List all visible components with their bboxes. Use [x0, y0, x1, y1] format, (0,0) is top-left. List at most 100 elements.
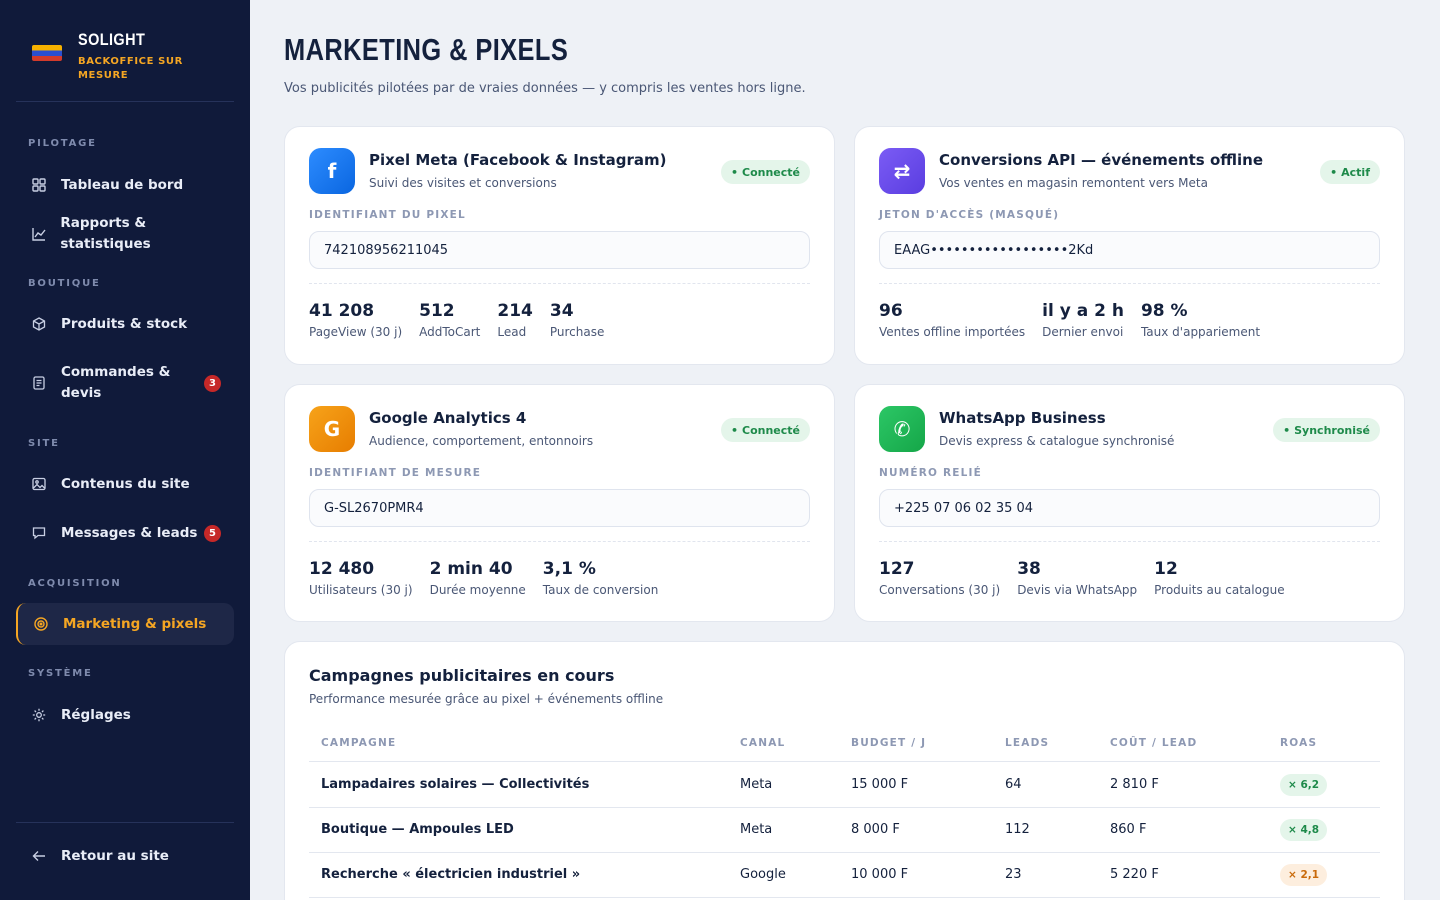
campaign-budget: 10 000 F — [851, 867, 909, 882]
stat-label: PageView (30 j) — [309, 325, 403, 339]
column-header[interactable]: ROAS — [1280, 737, 1318, 749]
status-badge: Connecté — [720, 418, 810, 442]
card-subtitle: Vos ventes en magasin remontent vers Met… — [939, 176, 1208, 190]
nav-section-boutique: BOUTIQUE — [28, 278, 101, 289]
measurement-id-field[interactable]: G-SL2670PMR4 — [309, 489, 810, 527]
stat-label: Durée moyenne — [429, 583, 526, 597]
card-subtitle: Devis express & catalogue synchronisé — [939, 434, 1175, 448]
sidebar-item-dashboard[interactable]: Tableau de bord — [16, 164, 234, 206]
column-header[interactable]: CAMPAGNE — [321, 737, 397, 749]
stat-label: AddToCart — [419, 325, 481, 339]
messages-count-badge: 5 — [204, 525, 221, 542]
stat-label: Utilisateurs (30 j) — [309, 583, 413, 597]
pixel-id-field[interactable]: 742108956211045 — [309, 231, 810, 269]
status-badge: Synchronisé — [1273, 418, 1380, 442]
divider — [309, 541, 810, 542]
sidebar-item-label: Contenus du site — [61, 475, 190, 492]
gear-icon — [31, 707, 47, 723]
column-header[interactable]: COÛT / LEAD — [1110, 737, 1198, 749]
box-icon — [31, 316, 47, 332]
stat: 512 AddToCart — [419, 299, 480, 339]
dashboard-icon — [31, 177, 47, 193]
brand-logo — [32, 45, 62, 61]
table-row[interactable]: Boutique — Ampoules LED Meta 8 000 F 112… — [309, 808, 1380, 853]
table-header: CAMPAGNE CANAL BUDGET / J LEADS COÛT / L… — [309, 726, 1380, 762]
page-title: MARKETING & PIXELS — [284, 32, 569, 67]
sidebar-divider — [16, 822, 234, 823]
document-icon — [31, 375, 47, 391]
sidebar-item-label: Rapports & statistiques — [60, 215, 151, 252]
orders-count-badge: 3 — [204, 375, 221, 392]
sidebar-item-orders[interactable]: Commandes & devis 3 — [16, 352, 234, 414]
campaigns-card: Campagnes publicitaires en cours Perform… — [284, 641, 1405, 900]
sidebar-item-content[interactable]: Contenus du site — [16, 463, 234, 505]
stat-value: 41 208 — [309, 301, 375, 321]
stat-label: Ventes offline importées — [879, 325, 1026, 339]
facebook-icon: f — [309, 148, 355, 194]
stat-value: 12 — [1154, 559, 1178, 579]
stat: 2 min 40 Durée moyenne — [430, 557, 526, 597]
nav-section-systeme: SYSTÈME — [28, 668, 93, 679]
sidebar-item-settings[interactable]: Réglages — [16, 694, 234, 736]
divider — [309, 283, 810, 284]
stat: 12 Produits au catalogue — [1154, 557, 1284, 597]
card-subtitle: Audience, comportement, entonnoirs — [369, 434, 594, 448]
card-title: Google Analytics 4 — [369, 409, 527, 427]
whatsapp-icon: ✆ — [879, 406, 925, 452]
stat-value: 98 % — [1140, 301, 1188, 321]
google-analytics-card: G Google Analytics 4 Audience, comportem… — [284, 384, 835, 622]
stat-value: 12 480 — [309, 559, 375, 579]
campaign-cost-per-lead: 5 220 F — [1110, 867, 1159, 882]
back-to-site-link[interactable]: Retour au site — [16, 835, 234, 877]
roas-badge: × 2,1 — [1280, 864, 1328, 886]
table-row[interactable]: Lampadaires solaires — Collectivités Met… — [309, 763, 1380, 808]
stat-value: 3,1 % — [542, 559, 596, 579]
campaign-leads: 64 — [1005, 777, 1022, 792]
field-label: JETON D'ACCÈS (MASQUÉ) — [879, 209, 1060, 221]
phone-number-field[interactable]: +225 07 06 02 35 04 — [879, 489, 1380, 527]
sidebar-item-products[interactable]: Produits & stock — [16, 303, 234, 345]
swap-arrows-icon: ⇄ — [879, 148, 925, 194]
field-label: IDENTIFIANT DE MESURE — [309, 467, 482, 479]
back-to-site-label: Retour au site — [61, 847, 169, 864]
sidebar-item-marketing[interactable]: Marketing & pixels — [16, 603, 234, 645]
stat: 12 480 Utilisateurs (30 j) — [309, 557, 413, 597]
divider — [879, 541, 1380, 542]
campaign-name: Recherche « électricien industriel » — [321, 867, 581, 882]
stat: 34 Purchase — [550, 299, 605, 339]
campaign-name: Boutique — Ampoules LED — [321, 822, 514, 837]
field-label: NUMÉRO RELIÉ — [879, 467, 983, 479]
brand[interactable]: SOLIGHT BACKOFFICE SUR MESURE — [16, 22, 234, 102]
stat: 3,1 % Taux de conversion — [543, 557, 659, 597]
stat-value: 96 — [879, 301, 903, 321]
access-token-field[interactable]: EAAG••••••••••••••••••2Kd — [879, 231, 1380, 269]
column-header[interactable]: CANAL — [740, 737, 786, 749]
column-header[interactable]: LEADS — [1005, 737, 1050, 749]
campaign-leads: 23 — [1005, 867, 1022, 882]
brand-name: SOLIGHT — [78, 30, 146, 49]
nav-section-acquisition: ACQUISITION — [28, 578, 122, 589]
stat-value: 34 — [549, 301, 574, 321]
stat-value: 2 min 40 — [429, 559, 513, 579]
image-icon — [31, 476, 47, 492]
stat-value: 38 — [1017, 559, 1041, 579]
stat-label: Produits au catalogue — [1154, 583, 1285, 597]
sidebar-item-label: Marketing & pixels — [63, 615, 207, 632]
sidebar-item-reports[interactable]: Rapports & statistiques — [16, 213, 234, 255]
campaign-cost-per-lead: 860 F — [1110, 822, 1147, 837]
table-row[interactable]: Recherche « électricien industriel » Goo… — [309, 853, 1380, 898]
stat-value: 512 — [419, 301, 455, 321]
sidebar-item-label: Tableau de bord — [61, 176, 184, 193]
sidebar-item-messages[interactable]: Messages & leads 5 — [16, 512, 234, 554]
meta-pixel-card: f Pixel Meta (Facebook & Instagram) Suiv… — [284, 126, 835, 365]
campaign-budget: 15 000 F — [851, 777, 909, 792]
column-header[interactable]: BUDGET / J — [851, 737, 927, 749]
stat-label: Conversations (30 j) — [879, 583, 1001, 597]
campaign-channel: Meta — [740, 777, 773, 792]
sidebar-item-label: Réglages — [61, 706, 131, 723]
campaign-name: Lampadaires solaires — Collectivités — [321, 777, 590, 792]
stat-value: 127 — [879, 559, 915, 579]
card-subtitle: Suivi des visites et conversions — [369, 176, 557, 190]
whatsapp-card: ✆ WhatsApp Business Devis express & cata… — [854, 384, 1405, 622]
campaign-channel: Meta — [740, 822, 773, 837]
